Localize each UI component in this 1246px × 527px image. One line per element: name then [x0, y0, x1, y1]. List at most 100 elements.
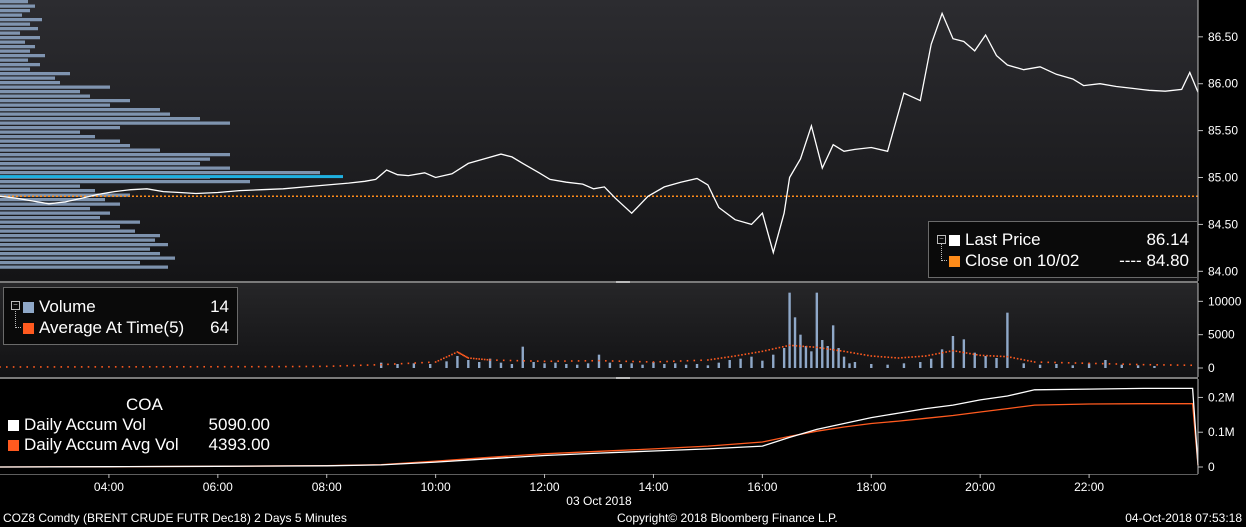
- average-at-time-dot: [470, 357, 472, 360]
- volume-bar: [706, 365, 710, 368]
- average-at-time-dot: [611, 360, 614, 362]
- average-at-time-dot: [686, 359, 689, 362]
- volume-bar: [962, 339, 966, 368]
- average-at-time-dot: [979, 354, 981, 357]
- average-at-time-dot: [863, 354, 866, 356]
- average-at-time-dot: [829, 348, 832, 351]
- average-at-time-dot: [217, 365, 219, 368]
- average-at-time-dot: [781, 346, 784, 348]
- average-at-time-dot: [877, 355, 879, 358]
- volume-bar: [1120, 364, 1123, 368]
- average-at-time-dot: [839, 350, 842, 352]
- volume-bar: [940, 349, 944, 368]
- average-at-time-dot: [60, 366, 63, 368]
- average-at-time-dot: [366, 364, 369, 366]
- volume-profile-bar: [0, 108, 160, 112]
- average-at-time-dot: [244, 365, 246, 368]
- average-at-time-dot: [826, 348, 828, 350]
- average-at-time-dot: [1108, 363, 1111, 365]
- average-at-time-dot: [169, 365, 171, 368]
- average-at-time-dot: [437, 359, 440, 362]
- average-at-time-dot: [196, 365, 199, 368]
- volume-bar: [739, 358, 742, 368]
- panel-divider[interactable]: [0, 281, 1198, 283]
- volume-bar: [456, 356, 459, 368]
- prev-close-label: Close on 10/02: [965, 251, 1080, 270]
- last-price-label: Last Price: [965, 230, 1041, 249]
- volume-profile-bar: [0, 144, 130, 148]
- average-at-time-dot: [464, 355, 467, 358]
- average-at-time-dot: [652, 361, 655, 363]
- volume-profile-bar: [0, 243, 168, 247]
- volume-profile-bar: [0, 58, 28, 62]
- average-at-time-dot: [550, 360, 553, 363]
- average-at-time-dot: [897, 357, 900, 359]
- average-at-time-dot: [285, 365, 287, 368]
- average-at-time-dot: [972, 353, 975, 355]
- average-at-time-dot: [907, 356, 910, 359]
- average-at-time-dot: [523, 360, 525, 362]
- snapshot-timestamp: 04-Oct-2018 07:53:18: [1125, 511, 1242, 525]
- average-at-time-dot: [778, 346, 781, 349]
- volume-profile-bar: [0, 18, 42, 22]
- legend-tree-line: [941, 243, 947, 261]
- average-at-time-dot: [1095, 362, 1097, 365]
- average-at-time-dot: [901, 356, 903, 359]
- accum-vol-swatch: [8, 419, 19, 431]
- average-at-time-dot: [853, 352, 856, 354]
- volume-bar: [831, 325, 835, 368]
- average-at-time-dot: [148, 366, 151, 368]
- average-at-time-dot: [730, 355, 733, 358]
- average-at-time-dot: [536, 360, 539, 362]
- average-at-time-dot: [591, 359, 593, 362]
- average-at-time-dot: [1010, 356, 1012, 359]
- resize-grip-icon[interactable]: [616, 281, 630, 283]
- volume-profile-bar: [0, 229, 135, 233]
- accum-panel: 0 0.1M 0.2M COA Daily Accum Vol 5090.00 Da…: [0, 379, 1246, 474]
- average-at-time-dot: [758, 351, 760, 353]
- resize-grip-icon[interactable]: [616, 377, 630, 379]
- average-at-time-dot: [941, 351, 944, 354]
- average-at-time-dot: [1023, 359, 1026, 361]
- average-at-time-dot: [754, 351, 757, 354]
- volume-profile-bar: [0, 112, 170, 116]
- volume-bar: [810, 351, 813, 368]
- volume-bar: [761, 360, 764, 368]
- average-at-time-dot: [457, 351, 460, 354]
- average-at-time-dot: [1054, 361, 1056, 364]
- average-at-time-dot: [873, 355, 876, 358]
- volume-bar: [543, 363, 546, 368]
- average-at-time-dot: [230, 365, 233, 368]
- average-at-time-dot: [162, 366, 165, 368]
- average-at-time-dot: [1040, 361, 1043, 363]
- average-at-time-dot: [40, 366, 42, 368]
- average-at-time-dot: [400, 362, 403, 365]
- volume-profile-bar: [0, 261, 140, 265]
- average-at-time-dot: [833, 349, 835, 351]
- price-axis-tick-label: 85.50: [1208, 124, 1238, 138]
- legend-row-last-price: Last Price 86.14: [949, 230, 1189, 250]
- volume-bar: [510, 364, 514, 368]
- volume-profile-bar: [0, 4, 35, 8]
- prev-close-value: ---- 84.80: [1119, 251, 1189, 270]
- average-at-time-dot: [928, 354, 930, 357]
- volume-profile-bar: [0, 40, 25, 44]
- volume-bar: [1087, 363, 1091, 368]
- volume-bar: [772, 354, 775, 368]
- average-at-time-dot: [632, 360, 634, 363]
- volume-profile-bar: [0, 94, 90, 98]
- average-at-time-dot: [478, 358, 480, 360]
- volume-axis-tick-label: 0: [1208, 361, 1215, 375]
- volume-profile-bar: [0, 54, 45, 58]
- volume-profile-bar: [0, 9, 30, 13]
- average-at-time-dot: [969, 352, 971, 355]
- average-at-time-dot: [1047, 361, 1050, 364]
- average-at-time-dot: [952, 349, 954, 352]
- copyright-text: Copyright© 2018 Bloomberg Finance L.P.: [617, 511, 838, 525]
- average-at-time-dot: [1020, 358, 1022, 361]
- average-at-time-dot: [1013, 357, 1016, 359]
- panel-divider[interactable]: [0, 377, 1198, 379]
- average-at-time-dot: [584, 360, 587, 362]
- volume-profile-bar: [0, 216, 100, 220]
- average-at-time-dot: [666, 360, 668, 363]
